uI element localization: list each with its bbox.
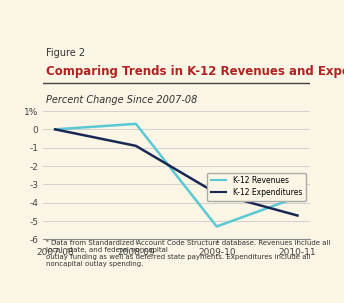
Text: ᵃ Data from Standardized Account Code Structure database. Revenues include all l: ᵃ Data from Standardized Account Code St… bbox=[46, 240, 330, 267]
Legend: K-12 Revenues, K-12 Expenditures: K-12 Revenues, K-12 Expenditures bbox=[207, 173, 306, 201]
Text: Percent Change Since 2007-08: Percent Change Since 2007-08 bbox=[46, 95, 197, 105]
Text: Figure 2: Figure 2 bbox=[46, 48, 85, 58]
Text: Comparing Trends in K-12 Revenues and Expendituresᵃ: Comparing Trends in K-12 Revenues and Ex… bbox=[46, 65, 344, 78]
